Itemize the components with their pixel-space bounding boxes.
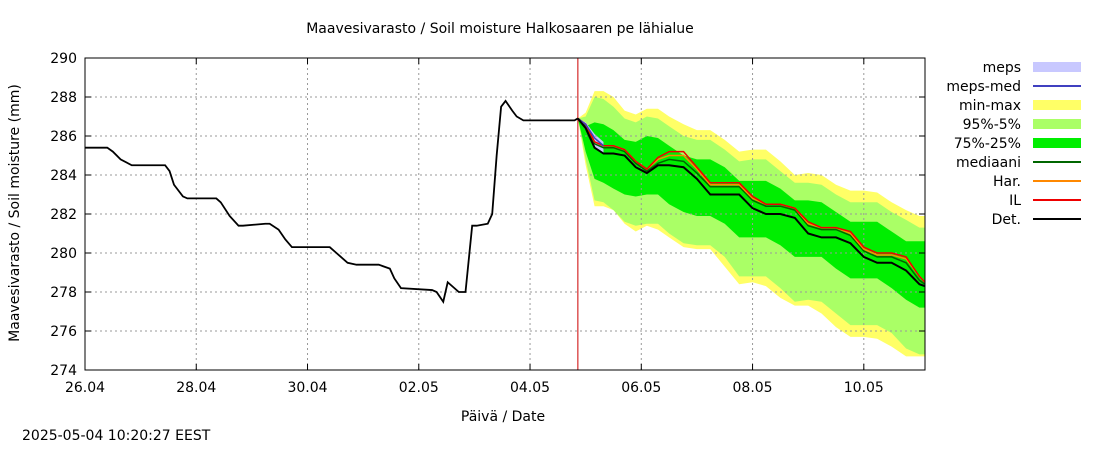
x-tick-label: 06.05 — [621, 380, 661, 396]
x-axis-label: Päivä / Date — [461, 409, 545, 425]
axis-ticks: 274 276 278 280 282 284 286 288 290 26.04 28.04 30.… — [50, 51, 925, 396]
y-tick-label: 276 — [50, 324, 77, 340]
legend-label: IL — [1009, 193, 1021, 209]
y-axis-label: Maavesivarasto / Soil moisture (mm) — [7, 84, 23, 342]
series-il — [577, 117, 926, 283]
x-tick-label: 02.05 — [399, 380, 439, 396]
legend-swatch — [1033, 100, 1081, 110]
y-tick-label: 288 — [50, 90, 77, 106]
legend-label: Har. — [993, 174, 1021, 190]
legend-label: 75%-25% — [954, 136, 1021, 152]
legend-label: mediaani — [956, 155, 1021, 171]
y-tick-label: 286 — [50, 129, 77, 145]
x-tick-label: 08.05 — [733, 380, 773, 396]
legend-label: 95%-5% — [963, 117, 1021, 133]
legend-label: meps-med — [946, 79, 1021, 95]
y-tick-label: 274 — [50, 363, 77, 379]
legend-swatch — [1033, 119, 1081, 129]
x-tick-label: 30.04 — [287, 380, 327, 396]
chart-title: Maavesivarasto / Soil moisture Halkosaar… — [306, 21, 694, 37]
legend-label: meps — [983, 60, 1021, 76]
legend-swatch — [1033, 62, 1081, 72]
y-tick-label: 280 — [50, 246, 77, 262]
data-series — [85, 58, 926, 370]
x-tick-label: 28.04 — [176, 380, 216, 396]
series-mediaani — [577, 117, 926, 285]
legend: meps meps-med min-max 95%-5% 75%-25% mediaani… — [946, 60, 1081, 228]
legend-swatch — [1033, 138, 1081, 148]
x-tick-label: 26.04 — [65, 380, 105, 396]
y-tick-label: 290 — [50, 51, 77, 67]
legend-label: min-max — [959, 98, 1021, 114]
series-meps-med — [577, 117, 604, 147]
x-tick-label: 04.05 — [510, 380, 550, 396]
series-det- — [577, 117, 926, 288]
timestamp-footer: 2025-05-04 10:20:27 EEST — [22, 428, 211, 444]
grid-lines — [85, 58, 925, 370]
y-tick-label: 282 — [50, 207, 77, 223]
forecast-bands — [577, 91, 925, 357]
y-tick-label: 284 — [50, 168, 77, 184]
series-det-observed — [85, 99, 579, 304]
legend-label: Det. — [992, 212, 1021, 228]
x-tick-label: 10.05 — [844, 380, 884, 396]
y-tick-label: 278 — [50, 285, 77, 301]
